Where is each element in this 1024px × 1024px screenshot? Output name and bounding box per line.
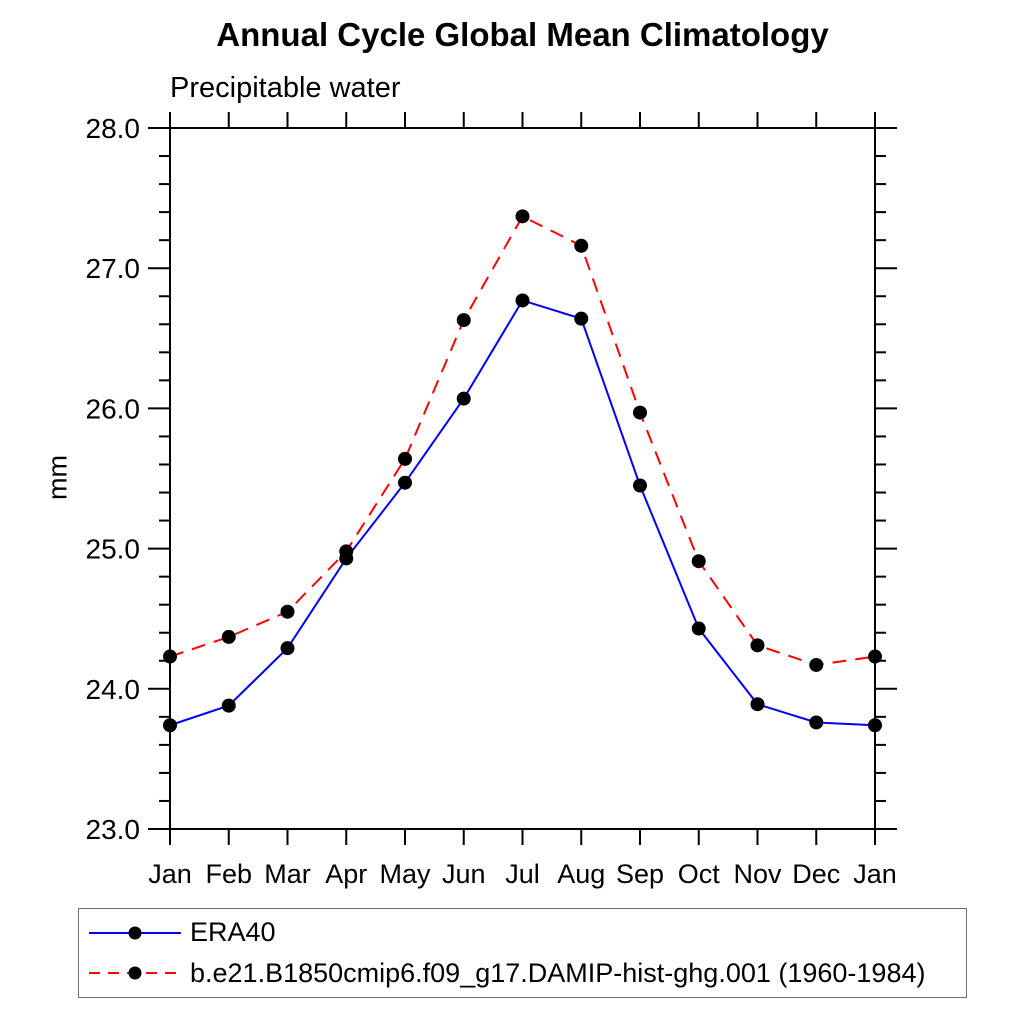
data-point [574, 311, 589, 326]
x-ticks [169, 112, 876, 845]
data-point [221, 629, 236, 644]
data-point [868, 718, 882, 733]
data-point [691, 554, 706, 569]
series-era40 [163, 293, 882, 733]
y-tick-label: 26.0 [86, 393, 141, 424]
data-point [691, 621, 706, 636]
legend-entry-ghg: b.e21.B1850cmip6.f09_g17.DAMIP-hist-ghg.… [85, 956, 966, 990]
data-point [633, 478, 647, 493]
data-point [515, 209, 530, 224]
data-point [750, 697, 765, 712]
data-point [398, 451, 412, 466]
month-label: Mar [264, 859, 311, 889]
month-label: Apr [325, 859, 367, 889]
data-point [515, 293, 530, 308]
y-tick-label: 28.0 [86, 113, 141, 144]
era40-line-sample [89, 926, 181, 940]
month-label: Jul [505, 859, 540, 889]
data-point [163, 718, 177, 733]
month-label: Jun [442, 859, 486, 889]
month-label: Jan [853, 859, 897, 889]
series-ghg [163, 209, 882, 672]
y-tick-label: 24.0 [86, 674, 141, 705]
data-point [280, 604, 295, 619]
data-point [339, 544, 354, 559]
month-label: May [379, 859, 431, 889]
legend-label-era40: ERA40 [190, 917, 276, 948]
month-label: Jan [148, 859, 192, 889]
data-point [280, 641, 295, 656]
chart-subtitle: Precipitable water [170, 72, 401, 104]
legend-label-ghg: b.e21.B1850cmip6.f09_g17.DAMIP-hist-ghg.… [190, 957, 926, 988]
month-label: Sep [616, 859, 664, 889]
data-point [809, 715, 824, 730]
x-tick-labels: Jan Feb Mar Apr May Jun Jul Aug Sep Oct Nov Dec Jan [148, 859, 897, 889]
chart-title: Annual Cycle Global Mean Climatology [216, 16, 829, 53]
ghg-marker-dot [128, 966, 142, 980]
data-point [809, 657, 824, 672]
month-label: Oct [678, 859, 721, 889]
data-point [221, 698, 236, 713]
y-tick-label: 27.0 [86, 253, 141, 284]
data-point [633, 405, 647, 420]
month-label: Dec [792, 859, 840, 889]
y-ticks [148, 127, 897, 830]
data-point [163, 649, 177, 664]
data-point [456, 313, 471, 328]
month-label: Nov [733, 859, 782, 889]
data-point [398, 475, 412, 490]
data-point [456, 391, 471, 406]
y-tick-label: 23.0 [86, 814, 141, 845]
data-point [868, 649, 882, 664]
y-tick-labels: 23.0 24.0 25.0 26.0 27.0 28.0 [86, 113, 141, 845]
legend-entry-era40: ERA40 [85, 916, 966, 950]
era40-marker-dot [128, 926, 142, 940]
y-tick-label: 25.0 [86, 534, 141, 565]
data-point [574, 238, 589, 253]
axes [169, 127, 876, 830]
data-point [750, 638, 765, 653]
ghg-line-sample [89, 966, 181, 980]
legend-box: ERA40 b.e21.B1850cmip6.f09_g17.DAMIP-his… [78, 908, 967, 998]
month-label: Feb [205, 859, 252, 889]
month-label: Aug [557, 859, 605, 889]
